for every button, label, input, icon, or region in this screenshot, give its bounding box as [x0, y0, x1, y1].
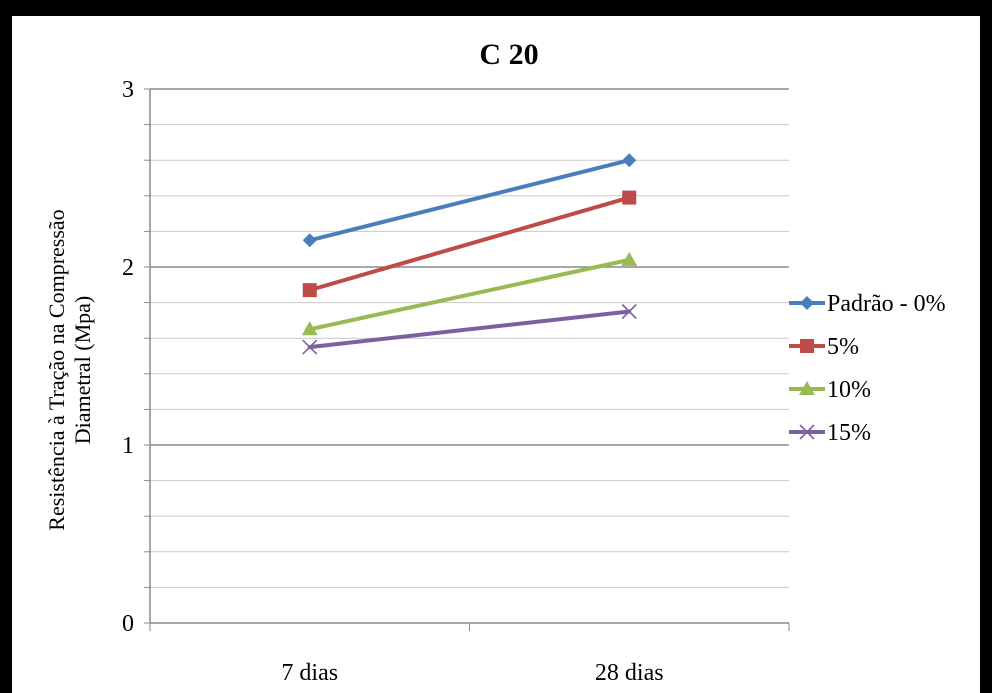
- data-point: [302, 283, 317, 298]
- x-tick-label: 7 dias: [281, 660, 338, 686]
- chart-title: C 20: [479, 38, 538, 71]
- grid-lines: [150, 88, 789, 588]
- data-point: [621, 251, 638, 266]
- series-line: [307, 195, 632, 293]
- axes: [144, 88, 790, 631]
- data-point: [621, 303, 637, 320]
- legend-item: 5%: [789, 334, 859, 360]
- y-tick-label: 2: [122, 255, 134, 281]
- legend-label: Padrão - 0%: [827, 291, 946, 317]
- y-tick-labels: 0 1 2 3: [122, 77, 134, 637]
- legend-item: 10%: [789, 377, 871, 403]
- series-group: [301, 153, 638, 355]
- legend-marker: [799, 381, 815, 395]
- series-2: [302, 190, 637, 298]
- legend: Padrão - 0% 5% 10% 15%: [789, 291, 946, 446]
- marker-stroke: [302, 339, 318, 355]
- legend-item: 15%: [789, 420, 871, 446]
- y-tick-label: 3: [122, 77, 134, 103]
- series-line: [307, 309, 632, 350]
- data-point: [622, 153, 637, 168]
- marker-stroke: [621, 303, 637, 320]
- y-axis-label-line1: Resistência à Tração na Compressão: [44, 209, 69, 530]
- data-point: [302, 339, 318, 355]
- y-tick-label: 1: [122, 433, 134, 459]
- data-point: [301, 321, 318, 336]
- marker-stroke: [799, 424, 815, 440]
- x-tick-labels: 7 dias 28 dias: [281, 660, 663, 686]
- series-4: [302, 303, 637, 355]
- legend-label: 15%: [827, 420, 871, 446]
- line-chart: C 20 0 1 2 3 7 dias 28 dias Padrão - 0% 5% 10%…: [44, 38, 946, 686]
- y-axis-label-line2: Diametral (Mpa): [70, 296, 95, 444]
- legend-label: 5%: [827, 334, 859, 360]
- legend-marker: [800, 339, 814, 353]
- series-line: [307, 257, 632, 332]
- series-1: [302, 153, 637, 248]
- legend-marker: [799, 424, 815, 440]
- x-tick-label: 28 dias: [595, 660, 664, 686]
- chart-frame: C 20 0 1 2 3 7 dias 28 dias Padrão - 0% 5% 10%…: [12, 16, 980, 693]
- series-3: [301, 251, 638, 336]
- data-point: [302, 233, 317, 248]
- data-point: [622, 190, 637, 205]
- y-tick-label: 0: [122, 611, 134, 637]
- legend-label: 10%: [827, 377, 871, 403]
- series-line: [307, 158, 632, 243]
- legend-marker: [800, 296, 814, 310]
- legend-item: Padrão - 0%: [789, 291, 946, 317]
